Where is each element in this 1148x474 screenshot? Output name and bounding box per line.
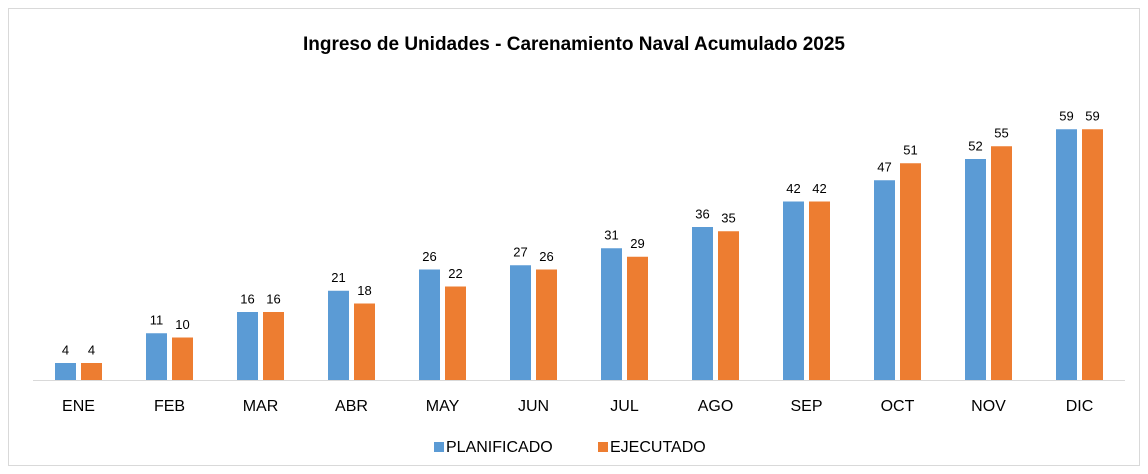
bar xyxy=(991,146,1012,380)
data-label: 16 xyxy=(266,291,280,306)
bar xyxy=(874,180,895,380)
bar xyxy=(354,303,375,380)
bar xyxy=(718,231,739,380)
data-label: 47 xyxy=(877,160,891,175)
bar xyxy=(1082,129,1103,380)
data-label: 29 xyxy=(630,236,644,251)
data-label: 21 xyxy=(331,270,345,285)
bar xyxy=(172,337,193,380)
bar xyxy=(900,163,921,380)
data-label: 11 xyxy=(150,313,164,328)
data-label: 42 xyxy=(812,181,826,196)
bar xyxy=(81,363,102,380)
bar xyxy=(692,227,713,380)
data-label: 31 xyxy=(604,228,618,243)
x-tick-label: AGO xyxy=(698,398,734,415)
bar xyxy=(55,363,76,380)
legend-label: EJECUTADO xyxy=(610,439,706,456)
x-tick-label: ENE xyxy=(62,398,95,415)
bar xyxy=(445,286,466,380)
x-tick-label: NOV xyxy=(971,398,1006,415)
bar xyxy=(1056,129,1077,380)
data-label: 22 xyxy=(448,266,462,281)
x-tick-label: MAY xyxy=(426,398,460,415)
bar xyxy=(419,269,440,380)
data-label: 18 xyxy=(357,283,371,298)
data-label: 51 xyxy=(903,143,917,158)
data-label: 59 xyxy=(1085,109,1099,124)
x-tick-label: JUN xyxy=(518,398,549,415)
bar xyxy=(965,159,986,380)
bar xyxy=(627,256,648,380)
bar xyxy=(601,248,622,380)
data-label: 27 xyxy=(513,245,527,260)
data-label: 10 xyxy=(175,317,189,332)
x-tick-label: ABR xyxy=(335,398,368,415)
data-label: 59 xyxy=(1059,109,1073,124)
legend-swatch xyxy=(598,442,608,452)
bar xyxy=(263,312,284,380)
chart-border xyxy=(8,8,1140,466)
data-label: 55 xyxy=(994,126,1008,141)
data-label: 36 xyxy=(695,206,709,221)
x-tick-label: FEB xyxy=(154,398,185,415)
data-label: 4 xyxy=(88,342,95,357)
x-tick-label: DIC xyxy=(1066,398,1094,415)
bar xyxy=(783,201,804,380)
bar xyxy=(510,265,531,380)
bar xyxy=(536,269,557,380)
x-tick-label: MAR xyxy=(243,398,279,415)
data-label: 26 xyxy=(422,249,436,264)
legend-label: PLANIFICADO xyxy=(446,439,553,456)
bar xyxy=(146,333,167,380)
bar xyxy=(809,201,830,380)
data-label: 16 xyxy=(240,291,254,306)
data-label: 26 xyxy=(539,249,553,264)
bar xyxy=(328,290,349,380)
data-label: 52 xyxy=(968,138,982,153)
data-label: 42 xyxy=(786,181,800,196)
chart-title: Ingreso de Unidades - Carenamiento Naval… xyxy=(303,34,845,55)
x-tick-label: JUL xyxy=(610,398,639,415)
legend-swatch xyxy=(434,442,444,452)
x-tick-label: OCT xyxy=(881,398,915,415)
bar xyxy=(237,312,258,380)
data-label: 35 xyxy=(721,211,735,226)
data-label: 4 xyxy=(62,342,69,357)
x-tick-label: SEP xyxy=(790,398,822,415)
